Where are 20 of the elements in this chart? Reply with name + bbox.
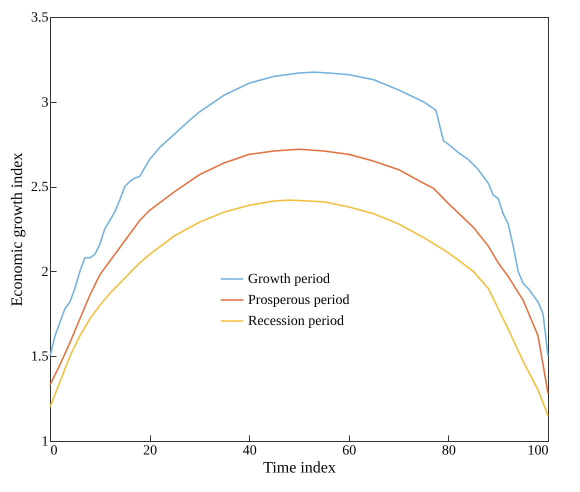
legend-label: Recession period xyxy=(248,314,344,329)
y-tick-label: 2.5 xyxy=(31,180,48,196)
y-tick-label: 1.5 xyxy=(31,350,48,365)
line-series xyxy=(49,148,549,394)
y-axis-title: Economic growth index xyxy=(9,152,26,306)
line-series xyxy=(49,71,549,357)
x-tick-label: 40 xyxy=(242,444,257,458)
x-tick-label: 20 xyxy=(143,444,158,458)
y-tick-label: 3 xyxy=(42,95,48,110)
legend-label: Prosperous period xyxy=(248,293,350,308)
line-series xyxy=(49,199,549,416)
x-tick-label: 0 xyxy=(50,444,58,458)
y-tick-label: 3.5 xyxy=(31,10,48,26)
y-tick-label: 2 xyxy=(42,264,48,280)
x-tick-label: 100 xyxy=(528,444,548,458)
legend-label: Growth period xyxy=(248,272,330,287)
x-tick-label: 80 xyxy=(442,444,456,458)
y-tick-label: 1 xyxy=(42,434,48,450)
x-tick-label: 60 xyxy=(342,444,356,458)
x-axis-title: Time index xyxy=(263,460,336,476)
